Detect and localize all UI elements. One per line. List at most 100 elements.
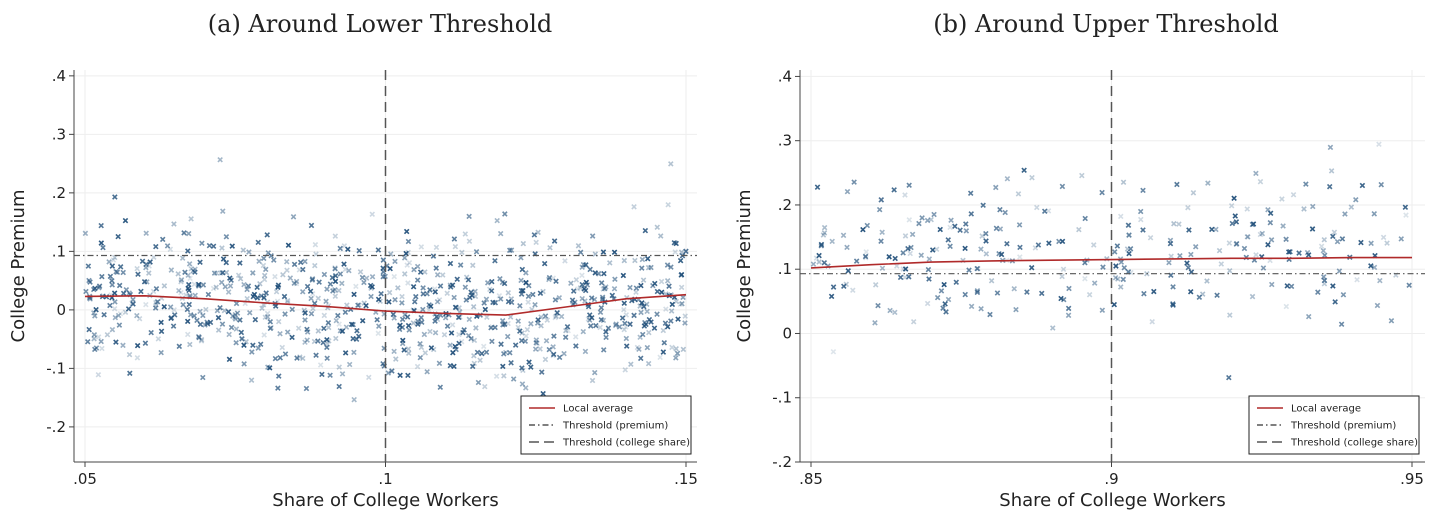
scatter-point [161,283,168,289]
scatter-point [117,310,124,317]
scatter-point [112,194,118,200]
scatter-point [167,246,174,253]
scatter-point [535,229,541,236]
scatter-point [411,298,418,305]
scatter-point [214,307,221,314]
scatter-point [845,268,852,274]
legend: Local average Threshold (premium) Threshol… [1248,395,1420,455]
scatter-point [987,311,993,318]
scatter-point [455,314,462,321]
scatter-point [152,305,159,311]
scatter-point [393,356,399,362]
scatter-point [628,361,634,367]
scatter-point [283,258,290,265]
scatter-point [621,326,627,333]
scatter-point [197,259,203,266]
scatter-point [301,307,307,314]
scatter-point [1082,275,1088,282]
scatter-point [1259,230,1266,237]
scatter-point [941,281,947,288]
scatter-point [627,284,633,291]
scatter-point [284,267,290,273]
scatter-point [1244,234,1250,240]
scatter-point [611,249,618,255]
scatter-point [627,321,633,327]
scatter-point [550,351,557,358]
scatter-point [1140,227,1146,233]
scatter-point [663,306,669,312]
scatter-point [336,364,343,370]
scatter-point [277,355,283,361]
legend-label: Threshold (premium) [1290,421,1396,432]
scatter-point [321,325,327,332]
scatter-point [457,262,464,268]
scatter-point [562,334,569,341]
scatter-point [200,312,206,319]
scatter-point [452,243,459,250]
scatter-point [324,337,330,343]
scatter-point [427,287,433,293]
scatter-point [680,346,687,353]
scatter-point [109,263,116,269]
scatter-point [902,233,909,239]
scatter-point [505,290,512,296]
scatter-point [1348,204,1355,210]
scatter-point [1378,181,1385,188]
scatter-point [406,327,412,333]
scatter-point [466,238,473,244]
scatter-point [213,284,219,290]
scatter-point [316,279,322,285]
scatter-point [185,281,192,288]
scatter-point [1229,220,1236,227]
scatter-point [1368,240,1374,247]
y-axis-label: College Premium [8,190,29,343]
panel-b: -.2 -.1 0 .1 .2 .3 .4 .85 .9 .95 Share of College … [734,67,1425,511]
scatter-point [605,325,612,331]
scatter-point [361,279,367,286]
scatter-point [219,321,226,327]
scatter-point [597,324,603,331]
scatter-point [282,311,288,317]
scatter-point [437,283,444,289]
scatter-point [1285,249,1292,255]
scatter-point [356,333,362,340]
scatter-point [1091,280,1098,286]
scatter-point [1218,261,1225,267]
scatter-point [345,246,351,253]
scatter-point [662,320,669,326]
scatter-point [668,264,674,270]
scatter-point [218,270,224,276]
scatter-point [1257,231,1264,238]
scatter-point [1328,168,1335,174]
scatter-point [528,321,534,327]
scatter-point [223,269,230,276]
scatter-point [226,331,232,338]
scatter-point [1168,253,1174,260]
scatter-point [447,284,454,290]
scatter-point [281,293,288,300]
scatter-point [1283,236,1289,243]
scatter-point [598,304,605,311]
scatter-point [1368,263,1374,269]
scatter-point [1226,374,1232,381]
scatter-point [1388,317,1395,324]
scatter-point [1147,234,1154,241]
scatter-point [947,224,953,231]
scatter-point [272,355,279,362]
scatter-point [332,265,338,272]
scatter-point [401,255,408,261]
scatter-point [582,348,589,355]
scatter-point [453,346,459,353]
scatter-point [217,157,223,163]
scatter-point [1021,167,1027,174]
scatter-point [98,240,105,246]
scatter-point [682,313,688,319]
scatter-point [897,274,904,281]
scatter-point [101,311,107,318]
scatter-point [223,233,230,240]
scatter-point [180,302,186,308]
scatter-point [575,286,581,292]
scatter-point [382,273,388,280]
scatter-point [500,351,507,357]
scatter-point [82,230,89,237]
